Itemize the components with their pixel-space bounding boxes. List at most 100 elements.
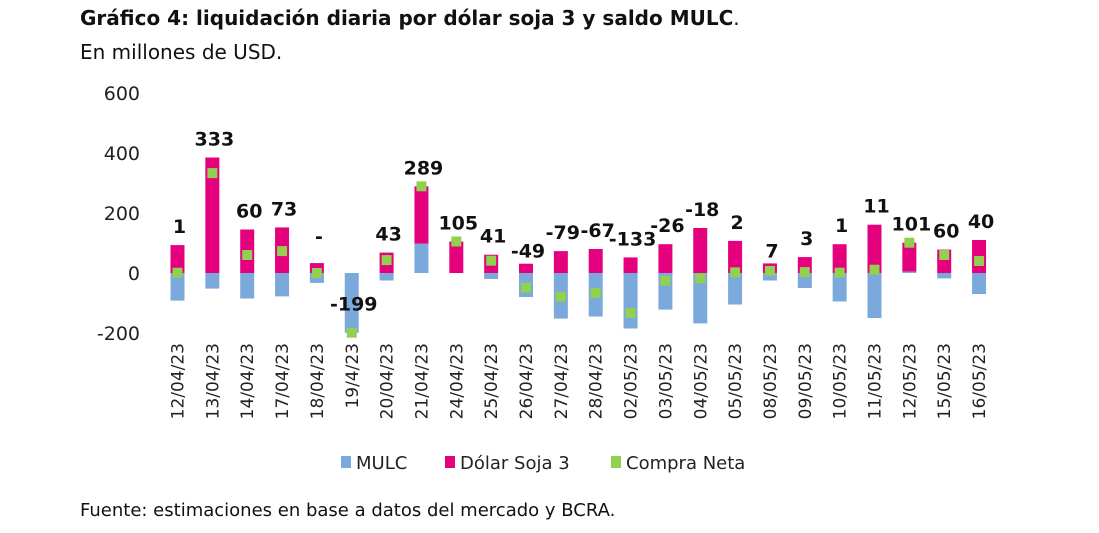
- x-tick-label: 09/05/23: [796, 343, 816, 419]
- x-tick-label: 15/05/23: [935, 343, 955, 419]
- point-compra-neta: [799, 267, 810, 278]
- x-axis: 12/04/23 13/04/23 14/04/23 17/04/23 18/04/23…: [169, 343, 991, 419]
- bar-dolar-soja: [623, 257, 638, 273]
- x-tick-label: 24/04/23: [447, 343, 467, 419]
- data-label: 73: [271, 198, 297, 220]
- y-tick-label: 200: [104, 203, 140, 225]
- bar-dolar-soja: [519, 263, 533, 273]
- bar-mulc: [623, 273, 638, 329]
- point-compra-neta: [834, 267, 845, 278]
- data-label: -67: [581, 220, 615, 242]
- data-label: 41: [480, 226, 506, 248]
- x-tick-label: 05/05/23: [726, 343, 746, 419]
- x-tick-label: 12/04/23: [169, 343, 189, 419]
- point-compra-neta: [311, 268, 322, 278]
- x-tick-label: 02/05/23: [622, 343, 642, 419]
- data-label: 105: [438, 213, 478, 235]
- x-tick-label: 17/04/23: [273, 343, 293, 419]
- point-compra-neta: [939, 250, 950, 260]
- bar-mulc: [170, 273, 185, 301]
- point-compra-neta: [695, 273, 706, 284]
- x-tick-label: 14/04/23: [238, 343, 258, 419]
- bar-dolar-soja: [553, 251, 568, 273]
- data-label: 7: [765, 240, 778, 262]
- point-compra-neta: [764, 265, 775, 276]
- data-label: -199: [330, 294, 378, 316]
- data-label: 43: [375, 224, 401, 246]
- bar-mulc: [832, 273, 847, 302]
- bar-dolar-soja: [728, 240, 743, 273]
- y-tick-label: -200: [97, 323, 140, 345]
- data-label: 101: [892, 214, 932, 236]
- chart-title: Gráfico 4: liquidación diaria por dólar …: [80, 6, 734, 30]
- bar-mulc: [762, 273, 777, 281]
- data-label: -49: [511, 241, 545, 263]
- data-label: -133: [609, 228, 657, 250]
- point-compra-neta: [172, 267, 183, 278]
- x-tick-label: 08/05/23: [761, 343, 781, 419]
- x-tick-label: 20/04/23: [378, 343, 398, 419]
- x-tick-label: 21/04/23: [412, 343, 432, 419]
- points-layer: [172, 168, 985, 338]
- bar-mulc: [205, 273, 220, 289]
- point-compra-neta: [346, 327, 357, 338]
- data-label: -18: [685, 199, 719, 221]
- data-label: -79: [546, 222, 580, 244]
- bar-dolar-soja: [205, 157, 220, 273]
- data-label: -26: [650, 215, 684, 237]
- bar-mulc: [414, 243, 429, 273]
- bar-dolar-soja: [693, 228, 708, 273]
- x-tick-label: 12/05/23: [900, 343, 920, 419]
- bar-dolar-soja: [449, 241, 464, 273]
- point-compra-neta: [242, 250, 253, 260]
- point-compra-neta: [625, 307, 636, 318]
- bar-dolar-soja: [170, 245, 185, 273]
- source-note: Fuente: estimaciones en base a datos del…: [80, 500, 616, 521]
- point-compra-neta: [974, 256, 985, 266]
- data-label: 333: [195, 129, 235, 151]
- point-compra-neta: [555, 291, 566, 302]
- chart-title-line: Gráfico 4: liquidación diaria por dólar …: [80, 6, 740, 30]
- point-compra-neta: [590, 288, 601, 299]
- x-tick-label: 10/05/23: [831, 343, 851, 419]
- bar-dolar-soja: [832, 244, 847, 273]
- data-label: 1: [835, 215, 848, 237]
- point-compra-neta: [416, 181, 427, 192]
- x-tick-label: 03/05/23: [656, 343, 676, 419]
- bar-mulc: [379, 273, 394, 281]
- x-tick-label: 16/05/23: [970, 343, 990, 419]
- x-tick-label: 26/04/23: [517, 343, 537, 419]
- bars-layer: [170, 157, 987, 333]
- data-label: 11: [863, 196, 889, 218]
- point-compra-neta: [486, 255, 497, 266]
- bar-mulc: [728, 273, 743, 305]
- x-tick-label: 13/04/23: [203, 343, 223, 419]
- point-compra-neta: [904, 237, 915, 248]
- bar-dolar-soja: [902, 242, 917, 272]
- chart-title-suffix: .: [733, 6, 740, 30]
- bar-mulc: [867, 273, 882, 318]
- x-tick-label: 18/04/23: [308, 343, 328, 419]
- point-compra-neta: [381, 255, 392, 266]
- x-tick-label: 19/4/23: [343, 343, 363, 409]
- bar-mulc: [972, 273, 987, 294]
- y-tick-label: 600: [104, 83, 140, 105]
- x-tick-label: 11/05/23: [866, 343, 886, 419]
- data-label: 40: [968, 211, 994, 233]
- legend: MULC Dólar Soja 3 Compra Neta: [341, 453, 745, 474]
- legend-swatch: [445, 456, 455, 468]
- bar-dolar-soja: [588, 249, 603, 273]
- y-tick-label: 0: [128, 263, 140, 285]
- legend-label: MULC: [356, 453, 407, 474]
- data-label: 60: [236, 201, 262, 223]
- bar-mulc: [275, 273, 290, 297]
- x-tick-label: 04/05/23: [691, 343, 711, 419]
- point-compra-neta: [277, 246, 288, 257]
- data-label: 1: [173, 216, 186, 238]
- y-tick-label: 400: [104, 143, 140, 165]
- point-compra-neta: [660, 275, 671, 286]
- x-tick-label: 28/04/23: [587, 343, 607, 419]
- data-label: 289: [404, 157, 444, 179]
